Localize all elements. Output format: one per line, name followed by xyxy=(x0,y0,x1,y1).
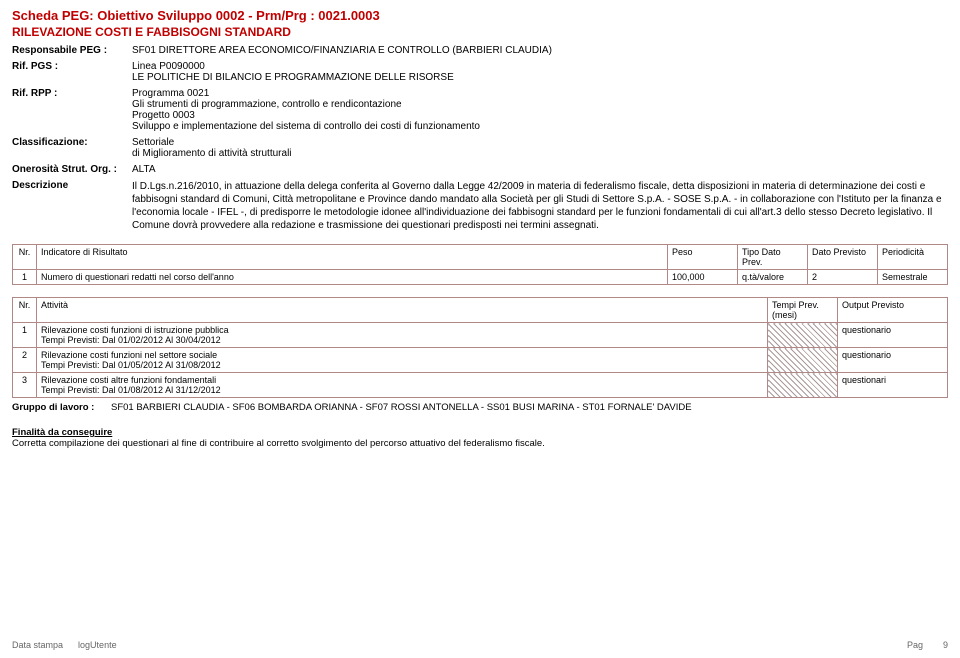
rpp-line2: Gli strumenti di programmazione, control… xyxy=(132,99,948,110)
table-row: 1 Numero di questionari redatti nel cors… xyxy=(13,270,948,285)
t2-h-att: Attività xyxy=(37,298,768,323)
t2-r2-out: questionario xyxy=(838,348,948,373)
t2-r3-tempi xyxy=(768,373,838,398)
t2-r3-l2: Tempi Previsti: Dal 01/08/2012 Al 31/12/… xyxy=(41,385,221,395)
t2-r3-out: questionari xyxy=(838,373,948,398)
t2-h-nr: Nr. xyxy=(13,298,37,323)
gruppo-value: SF01 BARBIERI CLAUDIA - SF06 BOMBARDA OR… xyxy=(111,402,692,413)
page-subtitle: RILEVAZIONE COSTI E FABBISOGNI STANDARD xyxy=(12,25,948,39)
t2-r1-l2: Tempi Previsti: Dal 01/02/2012 Al 30/04/… xyxy=(41,335,221,345)
t1-h-dato: Dato Previsto xyxy=(808,245,878,270)
t1-h-per: Periodicità xyxy=(878,245,948,270)
t2-h-tempi: Tempi Prev.(mesi) xyxy=(768,298,838,323)
t1-r1-per: Semestrale xyxy=(878,270,948,285)
pgs-line2: LE POLITICHE DI BILANCIO E PROGRAMMAZION… xyxy=(132,72,948,83)
onerosita-value: ALTA xyxy=(132,164,948,175)
t1-h-tipo: Tipo Dato Prev. xyxy=(738,245,808,270)
descrizione-value: Il D.Lgs.n.216/2010, in attuazione della… xyxy=(132,180,948,232)
t1-h-peso: Peso xyxy=(668,245,738,270)
t1-r1-tipo: q.tà/valore xyxy=(738,270,808,285)
t2-r1-tempi xyxy=(768,323,838,348)
class-line2: di Miglioramento di attività strutturali xyxy=(132,148,948,159)
t2-r2-l1: Rilevazione costi funzioni nel settore s… xyxy=(41,350,217,360)
t1-h-ind: Indicatore di Risultato xyxy=(37,245,668,270)
t2-r3-nr: 3 xyxy=(13,373,37,398)
responsabile-value: SF01 DIRETTORE AREA ECONOMICO/FINANZIARI… xyxy=(132,45,948,56)
footer-pag-label: Pag xyxy=(907,640,923,650)
pgs-line1: Linea P0090000 xyxy=(132,61,948,72)
responsabile-label: Responsabile PEG : xyxy=(12,45,132,56)
rpp-label: Rif. RPP : xyxy=(12,88,132,132)
page-title: Scheda PEG: Obiettivo Sviluppo 0002 - Pr… xyxy=(12,8,948,23)
finalita-text: Corretta compilazione dei questionari al… xyxy=(12,438,948,449)
class-line1: Settoriale xyxy=(132,137,948,148)
table-row: 1 Rilevazione costi funzioni di istruzio… xyxy=(13,323,948,348)
class-label: Classificazione: xyxy=(12,137,132,159)
t2-r1-out: questionario xyxy=(838,323,948,348)
t2-r1-nr: 1 xyxy=(13,323,37,348)
pgs-label: Rif. PGS : xyxy=(12,61,132,83)
page-footer: Data stampa logUtente Pag 9 xyxy=(12,640,948,650)
indicatore-table: Nr. Indicatore di Risultato Peso Tipo Da… xyxy=(12,244,948,285)
footer-pag-num: 9 xyxy=(943,640,948,650)
t2-h-out: Output Previsto xyxy=(838,298,948,323)
t1-h-nr: Nr. xyxy=(13,245,37,270)
table-row: 2 Rilevazione costi funzioni nel settore… xyxy=(13,348,948,373)
t1-r1-ind: Numero di questionari redatti nel corso … xyxy=(37,270,668,285)
descrizione-label: Descrizione xyxy=(12,180,132,232)
finalita-heading: Finalità da conseguire xyxy=(12,427,948,438)
rpp-line3: Progetto 0003 xyxy=(132,110,948,121)
attivita-table: Nr. Attività Tempi Prev.(mesi) Output Pr… xyxy=(12,297,948,398)
t2-r1-l1: Rilevazione costi funzioni di istruzione… xyxy=(41,325,229,335)
rpp-line4: Sviluppo e implementazione del sistema d… xyxy=(132,121,948,132)
t1-r1-nr: 1 xyxy=(13,270,37,285)
t2-r2-tempi xyxy=(768,348,838,373)
onerosita-label: Onerosità Strut. Org. : xyxy=(12,164,132,175)
footer-logutente: logUtente xyxy=(78,640,117,650)
t2-r2-nr: 2 xyxy=(13,348,37,373)
t1-r1-dato: 2 xyxy=(808,270,878,285)
t2-r3-l1: Rilevazione costi altre funzioni fondame… xyxy=(41,375,216,385)
footer-data-stampa: Data stampa xyxy=(12,640,63,650)
gruppo-label: Gruppo di lavoro : xyxy=(12,402,94,413)
rpp-line1: Programma 0021 xyxy=(132,88,948,99)
table-row: 3 Rilevazione costi altre funzioni fonda… xyxy=(13,373,948,398)
t1-r1-peso: 100,000 xyxy=(668,270,738,285)
t2-r2-l2: Tempi Previsti: Dal 01/05/2012 Al 31/08/… xyxy=(41,360,221,370)
